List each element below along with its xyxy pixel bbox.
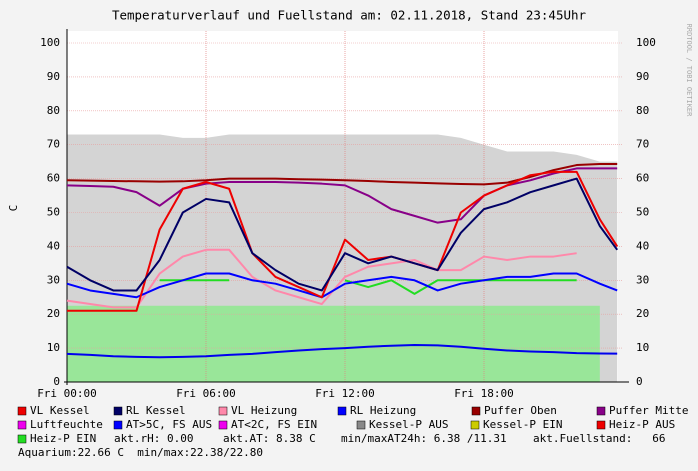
legend-label: Puffer Mitte [609,404,688,417]
x-tick-label: Fri 06:00 [176,387,236,400]
y-tick-label: 20 [47,307,60,320]
y-tick-label: 50 [47,206,60,219]
legend-label: Heiz-P EIN [30,432,96,445]
legend-swatch [596,406,606,416]
legend-swatch [113,406,123,416]
y-tick-label: 0 [53,375,60,388]
legend-label: Puffer Oben [484,404,557,417]
y-tick-label: 70 [47,138,60,151]
x-tick-label: Fri 18:00 [454,387,514,400]
y-tick-label: 30 [47,273,60,286]
line [66,272,618,299]
legend-swatch [596,420,606,430]
line [66,163,618,186]
line [159,279,577,295]
y2-tick-label: 80 [636,104,649,117]
y-tick-label: 100 [40,36,60,49]
line [66,167,618,224]
legend-label: Kessel-P AUS [369,418,448,431]
y-tick-label: 80 [47,104,60,117]
legend-swatch [471,406,481,416]
legend-swatch [218,420,228,430]
y2-tick-label: 70 [636,138,649,151]
legend-swatch [113,420,123,430]
watermark: RRDTOOL / TOBI OETIKER [685,24,693,118]
y-tick-label: 10 [47,341,60,354]
y2-tick-label: 100 [636,36,656,49]
line [67,170,619,312]
legend-swatch [356,420,366,430]
line [66,177,619,292]
x-tick-label: Fri 00:00 [37,387,97,400]
y2-tick-label: 60 [636,172,649,185]
y-tick-label: 60 [47,172,60,185]
line [66,248,577,309]
legend-label: RL Kessel [126,404,186,417]
y2-tick-label: 50 [636,206,649,219]
info-text: akt.rH: 0.00 [114,432,193,445]
y2-tick-label: 0 [636,375,643,388]
legend-label: AT<2C, FS EIN [231,418,317,431]
y-tick-label: 40 [47,239,60,252]
x-tick-label: Fri 12:00 [315,387,375,400]
info-text: min/maxAT24h: 6.38 /11.31 [341,432,507,445]
area [67,305,600,382]
y-tick-label: 90 [47,70,60,83]
y2-tick-label: 20 [636,307,649,320]
y2-tick-label: 40 [636,239,649,252]
legend-swatch [470,420,480,430]
legend-label: VL Kessel [30,404,90,417]
y2-tick-label: 10 [636,341,649,354]
info-text: Aquarium:22.66 C min/max:22.38/22.80 [18,446,263,459]
legend-swatch [337,406,347,416]
legend-label: Luftfeuchte [30,418,103,431]
legend-label: Heiz-P AUS [609,418,675,431]
legend-swatch [17,434,27,444]
y-axis-label: C [7,205,20,212]
legend-label: RL Heizung [350,404,416,417]
legend-swatch [17,406,27,416]
line [66,344,618,359]
chart-title: Temperaturverlauf und Fuellstand am: 02.… [112,8,587,23]
legend-label: AT>5C, FS AUS [126,418,212,431]
legend-swatch [218,406,228,416]
legend-label: Kessel-P EIN [483,418,562,431]
legend-label: VL Heizung [231,404,297,417]
info-text: akt.AT: 8.38 C [223,432,316,445]
y2-tick-label: 90 [636,70,649,83]
info-text: akt.Fuellstand: 66 [533,432,665,445]
y2-tick-label: 30 [636,273,649,286]
legend-swatch [17,420,27,430]
